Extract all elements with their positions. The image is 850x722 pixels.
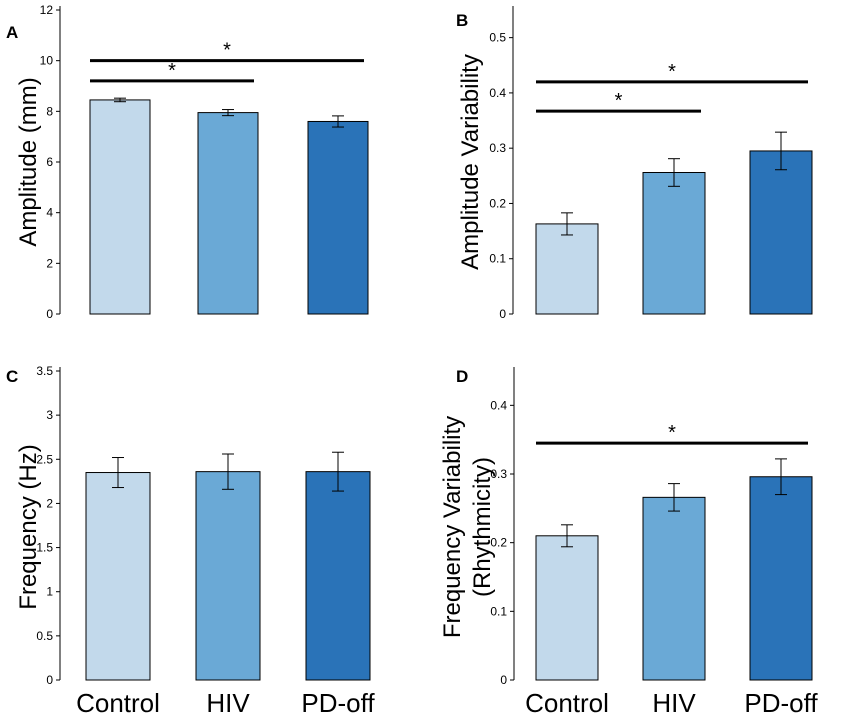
y-tick-label: 1	[46, 585, 53, 599]
error-bar	[668, 483, 680, 512]
y-tick-label: 2.5	[36, 452, 53, 466]
bar-control	[85, 472, 151, 681]
error-bar	[112, 457, 124, 489]
y-tick-label: 2	[46, 496, 53, 510]
bar-control	[535, 223, 599, 315]
y-tick-label: 4	[46, 206, 53, 220]
panel-label: C	[6, 367, 18, 386]
significance-star: *	[668, 61, 676, 83]
y-tick-label: 0	[500, 673, 507, 687]
bar-control	[535, 535, 599, 681]
category-label: PD-off	[744, 688, 818, 718]
y-tick-label: 0.4	[490, 398, 507, 412]
error-bar	[561, 212, 573, 236]
error-bar	[222, 453, 234, 490]
y-tick-label: 0.5	[36, 629, 53, 643]
error-bar	[332, 115, 344, 128]
bar-hiv	[197, 112, 259, 315]
y-tick-label: 8	[46, 104, 53, 118]
y-axis-label-line2: (Rhythmicity)	[469, 457, 496, 597]
bar-pd-off	[307, 120, 369, 315]
y-tick-label: 0.5	[489, 31, 506, 45]
panel-d: D Frequency Variability (Rhythmicity) 0 0.1 0…	[439, 367, 818, 718]
significance-bracket: *	[536, 90, 701, 113]
y-tick-label: 0.1	[489, 252, 506, 266]
y-tick-label: 3	[46, 408, 53, 422]
bar-pd-off	[749, 476, 813, 681]
error-bar	[561, 524, 573, 548]
y-axis-label: Amplitude (mm)	[15, 77, 42, 246]
significance-bracket: *	[536, 422, 808, 445]
y-tick-label: 0	[46, 307, 53, 321]
y-tick-label: 3.5	[36, 364, 53, 378]
y-axis-label: Amplitude Variability	[457, 54, 484, 270]
significance-star: *	[668, 422, 676, 444]
panel-c: C Frequency (Hz) 0 0.5 1 1.5 2 2.5 3 3.5 Control HI…	[6, 364, 375, 718]
y-tick-label: 0.2	[489, 196, 506, 210]
error-bar	[332, 451, 344, 492]
y-tick-label: 10	[40, 54, 54, 68]
error-bar	[775, 458, 787, 496]
y-axis-label: Frequency (Hz)	[15, 444, 42, 609]
category-label: HIV	[206, 688, 250, 718]
y-tick-label: 1.5	[36, 541, 53, 555]
y-tick-label: 2	[46, 256, 53, 270]
y-tick-label: 6	[46, 155, 53, 169]
category-label: Control	[76, 688, 160, 718]
y-tick-label: 0.1	[490, 604, 507, 618]
bar-hiv	[195, 471, 261, 681]
panel-a: A Amplitude (mm) 0 2 4 6 8 10 12 * *	[6, 3, 369, 321]
y-tick-label: 0.2	[490, 536, 507, 550]
error-bar	[114, 97, 126, 103]
category-label: Control	[525, 688, 609, 718]
category-label: PD-off	[301, 688, 375, 718]
significance-bracket: *	[536, 61, 808, 84]
bar-pd-off	[305, 471, 371, 681]
y-tick-label: 0.3	[490, 467, 507, 481]
y-tick-label: 0.3	[489, 141, 506, 155]
significance-star: *	[168, 60, 176, 82]
panel-label: A	[6, 23, 18, 42]
category-label: HIV	[652, 688, 696, 718]
bar-control	[89, 99, 151, 315]
y-tick-label: 0	[46, 673, 53, 687]
panel-label: B	[456, 11, 468, 30]
significance-star: *	[223, 40, 231, 62]
panel-label: D	[456, 367, 468, 386]
y-axis-label: Frequency Variability	[439, 416, 466, 638]
bar-hiv	[642, 172, 706, 315]
significance-star: *	[615, 90, 623, 112]
bar-hiv	[642, 496, 706, 681]
panel-b: B Amplitude Variability 0 0.1 0.2 0.3 0.4 0.5 * *	[456, 6, 813, 321]
y-tick-label: 0	[499, 307, 506, 321]
y-tick-label: 12	[40, 3, 54, 17]
significance-bracket: *	[90, 40, 364, 63]
y-tick-label: 0.4	[489, 86, 506, 100]
error-bar	[775, 131, 787, 171]
significance-bracket: *	[90, 60, 254, 83]
bar-pd-off	[749, 150, 813, 315]
error-bar	[668, 158, 680, 187]
error-bar	[222, 109, 234, 117]
